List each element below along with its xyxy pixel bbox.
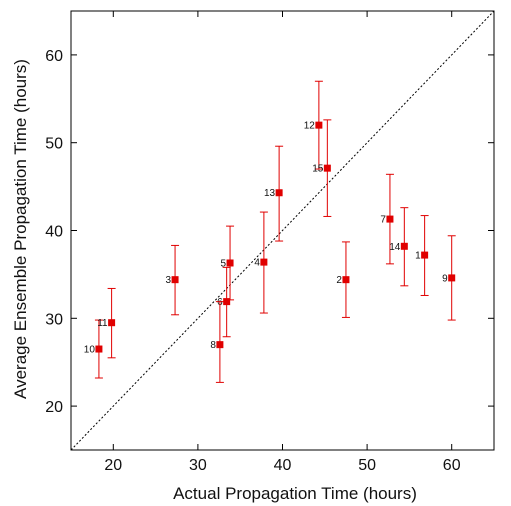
point-label: 5 [220,258,226,269]
point-label: 7 [380,215,386,226]
data-point [226,259,234,267]
y-tick-label: 30 [45,311,63,328]
point-label: 14 [389,242,401,253]
y-tick-label: 40 [45,224,63,241]
y-tick-label: 20 [45,399,63,416]
point-label: 10 [84,345,96,356]
data-point [421,251,429,259]
data-point [108,319,116,327]
y-tick-label: 60 [45,48,63,65]
data-point [386,215,394,223]
point-label: 1 [415,251,421,262]
point-label: 2 [336,275,342,286]
y-tick-label: 50 [45,136,63,153]
point-label: 15 [312,164,324,175]
identity-line [70,10,495,451]
x-tick-label: 30 [189,457,207,474]
data-point [260,258,268,266]
data-point [323,164,331,172]
point-label: 12 [304,121,316,132]
point-label: 8 [210,340,216,351]
data-point [275,189,283,197]
data-point [171,276,179,284]
x-tick-label: 50 [358,457,376,474]
x-tick-label: 20 [104,457,122,474]
y-axis-label: Average Ensemble Propagation Time (hours… [11,59,30,399]
data-point [216,341,224,349]
x-axis-label: Actual Propagation Time (hours) [173,484,417,503]
data-point [400,242,408,250]
data-point [342,276,350,284]
data-point [448,274,456,282]
point-label: 4 [254,258,260,269]
x-tick-label: 60 [443,457,461,474]
data-point [223,298,231,306]
point-label: 11 [97,318,108,329]
point-label: 13 [264,188,276,199]
data-point [95,345,103,353]
x-tick-label: 40 [274,457,292,474]
data-point [315,121,323,129]
point-label: 9 [442,273,448,284]
point-label: 3 [165,275,171,286]
plot-area: 2030405060203040506012345678910111213141… [45,10,495,474]
